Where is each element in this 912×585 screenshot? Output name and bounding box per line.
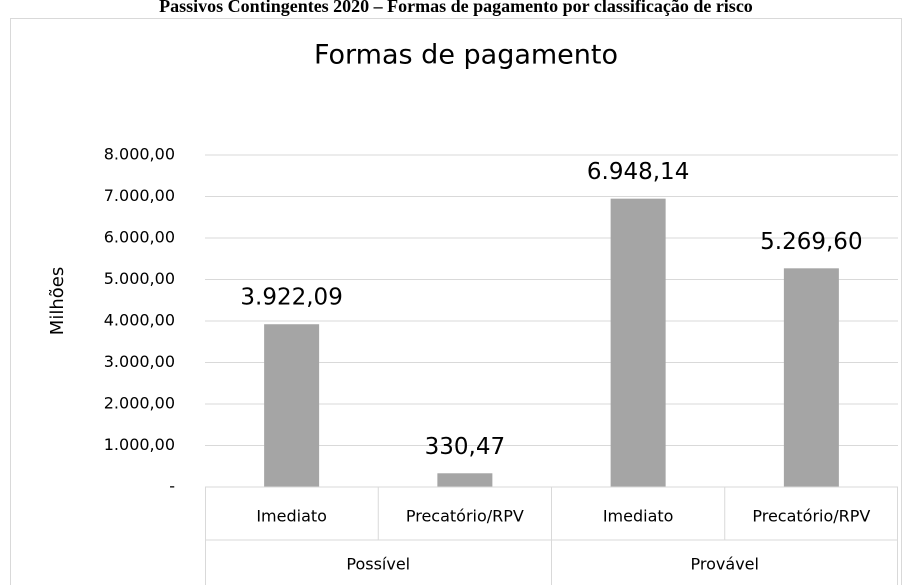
caption: Passivos Contingentes 2020 – Formas de p… bbox=[159, 0, 753, 16]
x-tick-label: Precatório/RPV bbox=[406, 507, 524, 526]
y-tick-label: - bbox=[169, 477, 175, 496]
chart-border bbox=[10, 18, 902, 585]
x-tick-label: Imediato bbox=[256, 507, 327, 526]
data-label: 6.948,14 bbox=[587, 159, 689, 185]
y-tick-label: 5.000,00 bbox=[104, 269, 175, 288]
y-tick-label: 6.000,00 bbox=[104, 228, 175, 247]
y-axis-label: Milhões bbox=[47, 267, 68, 335]
data-label: 3.922,09 bbox=[240, 285, 342, 311]
y-tick-label: 7.000,00 bbox=[104, 186, 175, 205]
y-tick-label: 8.000,00 bbox=[104, 145, 175, 164]
group-label: Possível bbox=[346, 555, 410, 574]
bar bbox=[783, 268, 839, 487]
y-tick-label: 3.000,00 bbox=[104, 352, 175, 371]
x-tick-label: Precatório/RPV bbox=[752, 507, 870, 526]
bar bbox=[264, 324, 320, 487]
chart-title: Formas de pagamento bbox=[314, 40, 618, 71]
data-label: 330,47 bbox=[425, 434, 505, 460]
bar bbox=[610, 198, 666, 487]
y-tick-label: 4.000,00 bbox=[104, 311, 175, 330]
data-label: 5.269,60 bbox=[760, 229, 862, 255]
x-tick-label: Imediato bbox=[603, 507, 674, 526]
bar bbox=[437, 473, 493, 487]
group-label: Provável bbox=[691, 555, 759, 574]
y-tick-label: 1.000,00 bbox=[104, 435, 175, 454]
y-tick-label: 2.000,00 bbox=[104, 394, 175, 413]
